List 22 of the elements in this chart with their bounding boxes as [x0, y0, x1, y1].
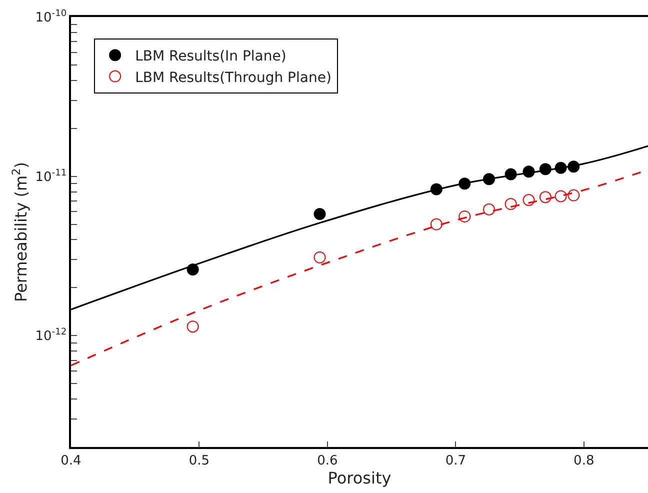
- point: [314, 208, 326, 220]
- x-tick-label: 0.8: [574, 453, 594, 468]
- legend-label: LBM Results(Through Plane): [135, 70, 332, 86]
- x-tick-label: 0.5: [188, 453, 210, 468]
- y-tick-label: 10$^{-11}$: [35, 168, 67, 185]
- y-tick-label: 10$^{-10}$: [35, 9, 67, 26]
- legend-label: LBM Results(In Plane): [135, 48, 286, 65]
- point: [554, 190, 567, 202]
- x-tick-label: 0.7: [445, 453, 466, 468]
- point: [539, 191, 552, 204]
- point: [483, 203, 495, 216]
- x-tick-label: 0.4: [60, 453, 82, 468]
- point: [186, 320, 199, 333]
- point: [568, 189, 580, 202]
- point: [430, 218, 442, 230]
- point: [504, 198, 517, 210]
- point: [458, 210, 471, 222]
- y-tick-label: 10$^{-12}$: [35, 328, 67, 344]
- point: [522, 194, 535, 206]
- point: [314, 251, 326, 264]
- x-axis-title: Porosity: [328, 468, 392, 488]
- x-tick-label: 0.6: [317, 453, 338, 468]
